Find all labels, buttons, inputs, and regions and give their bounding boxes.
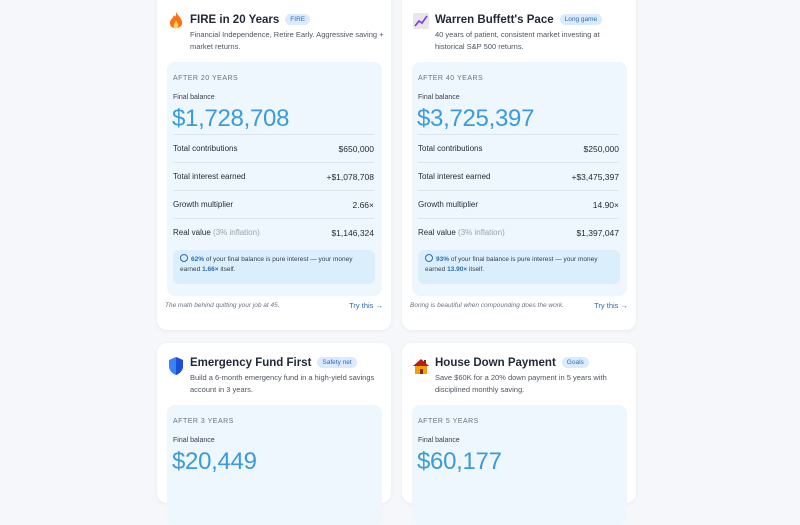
card-title: Emergency Fund First Safety net — [190, 357, 357, 369]
multiplier: 13.90× — [447, 266, 468, 273]
scenario-card: House Down Payment Goals Save $60K for a 2… — [402, 343, 636, 525]
multiplier: 1.66× — [202, 266, 219, 273]
stat-value: +$1,078,708 — [326, 172, 374, 182]
final-balance: $3,725,397 — [417, 105, 535, 132]
card-footer: The math behind quitting your job at 45. — [165, 302, 280, 309]
stat-note: (3% inflation) — [458, 228, 505, 237]
stat-label: Total interest earned — [173, 172, 246, 181]
stat-row: Total contributions $250,000 — [418, 134, 619, 163]
description: Build a 6-month emergency fund in a high… — [190, 373, 375, 394]
stat-row: Real value (3% inflation) $1,146,324 — [173, 218, 374, 247]
card-title: House Down Payment Goals — [435, 357, 589, 369]
title-text: Emergency Fund First — [190, 357, 312, 369]
note-text: of your final balance is pure interest —… — [180, 256, 353, 273]
balance-label: Final balance — [173, 94, 215, 101]
card-icon — [167, 11, 185, 31]
stat-label: Total contributions — [173, 144, 238, 153]
stat-label: Real value — [418, 228, 456, 237]
note-text: of your final balance is pure interest —… — [425, 256, 598, 273]
info-icon — [425, 254, 433, 262]
stat-label: Total contributions — [418, 144, 483, 153]
interest-share: 62% — [191, 256, 205, 263]
stat-value: 2.66× — [352, 200, 374, 210]
balance-label: Final balance — [418, 437, 460, 444]
stat-value: $650,000 — [338, 144, 374, 154]
period: AFTER 3 YEARS — [173, 418, 234, 425]
info-icon — [180, 254, 188, 262]
title-text: FIRE in 20 Years — [190, 14, 280, 26]
period: AFTER 40 YEARS — [418, 75, 484, 82]
period: AFTER 5 YEARS — [418, 418, 479, 425]
card-icon — [167, 356, 185, 376]
scenario-card: Emergency Fund First Safety net Build a 6-… — [157, 343, 391, 525]
insight-note: 93% of your final balance is pure intere… — [418, 250, 620, 284]
card-icon — [412, 356, 430, 376]
final-balance: $20,449 — [172, 448, 257, 475]
stat-value: +$3,475,397 — [571, 172, 619, 182]
badge: Safety net — [317, 357, 357, 368]
balance-label: Final balance — [173, 437, 215, 444]
note-end: itself. — [468, 266, 485, 273]
result-panel: AFTER 3 YEARS Final balance $20,449 — [167, 405, 382, 525]
stat-label: Real value — [173, 228, 211, 237]
stat-row: Real value (3% inflation) $1,397,047 — [418, 218, 619, 247]
stat-value: 14.90× — [592, 200, 619, 210]
stat-label: Growth multiplier — [418, 200, 479, 209]
try-button[interactable]: Try this → — [594, 301, 628, 310]
stat-value: $250,000 — [583, 144, 619, 154]
stat-row: Total interest earned +$1,078,708 — [173, 162, 374, 191]
final-balance: $60,177 — [417, 448, 502, 475]
result-panel: AFTER 5 YEARS Final balance $60,177 — [412, 405, 627, 525]
title-text: Warren Buffett's Pace — [435, 14, 554, 26]
badge: Goals — [561, 357, 589, 368]
title-text: House Down Payment — [435, 357, 556, 369]
description: Financial Independence, Retire Early. Ag… — [190, 30, 384, 51]
description: Save $60K for a 20% down payment in 5 ye… — [435, 373, 607, 394]
page: FIRE in 20 Years FIRE Financial Independen… — [157, 0, 636, 475]
try-button[interactable]: Try this → — [349, 301, 383, 310]
stat-label: Total interest earned — [418, 172, 491, 181]
description: 40 years of patient, consistent market i… — [435, 30, 600, 51]
badge: FIRE — [285, 14, 311, 25]
period: AFTER 20 YEARS — [173, 75, 239, 82]
stat-label: Growth multiplier — [173, 200, 234, 209]
card-title: Warren Buffett's Pace Long game — [435, 14, 603, 26]
scenario-card: Warren Buffett's Pace Long game 40 years o… — [402, 0, 636, 330]
badge: Long game — [559, 14, 603, 25]
interest-share: 93% — [436, 256, 450, 263]
stat-note: (3% inflation) — [213, 228, 260, 237]
card-footer: Boring is beautiful when compounding doe… — [410, 302, 564, 309]
stat-row: Total interest earned +$3,475,397 — [418, 162, 619, 191]
scenario-card: FIRE in 20 Years FIRE Financial Independen… — [157, 0, 391, 330]
stat-row: Growth multiplier 2.66× — [173, 190, 374, 219]
stat-row: Total contributions $650,000 — [173, 134, 374, 163]
insight-note: 62% of your final balance is pure intere… — [173, 250, 375, 284]
stat-value: $1,397,047 — [576, 228, 619, 238]
result-panel: AFTER 20 YEARS Final balance $1,728,708 Tot… — [167, 62, 382, 296]
card-title: FIRE in 20 Years FIRE — [190, 14, 311, 26]
result-panel: AFTER 40 YEARS Final balance $3,725,397 Tot… — [412, 62, 627, 296]
note-end: itself. — [220, 266, 236, 273]
card-icon — [412, 11, 430, 31]
stat-row: Growth multiplier 14.90× — [418, 190, 619, 219]
final-balance: $1,728,708 — [172, 105, 290, 132]
stat-value: $1,146,324 — [331, 228, 374, 238]
balance-label: Final balance — [418, 94, 460, 101]
